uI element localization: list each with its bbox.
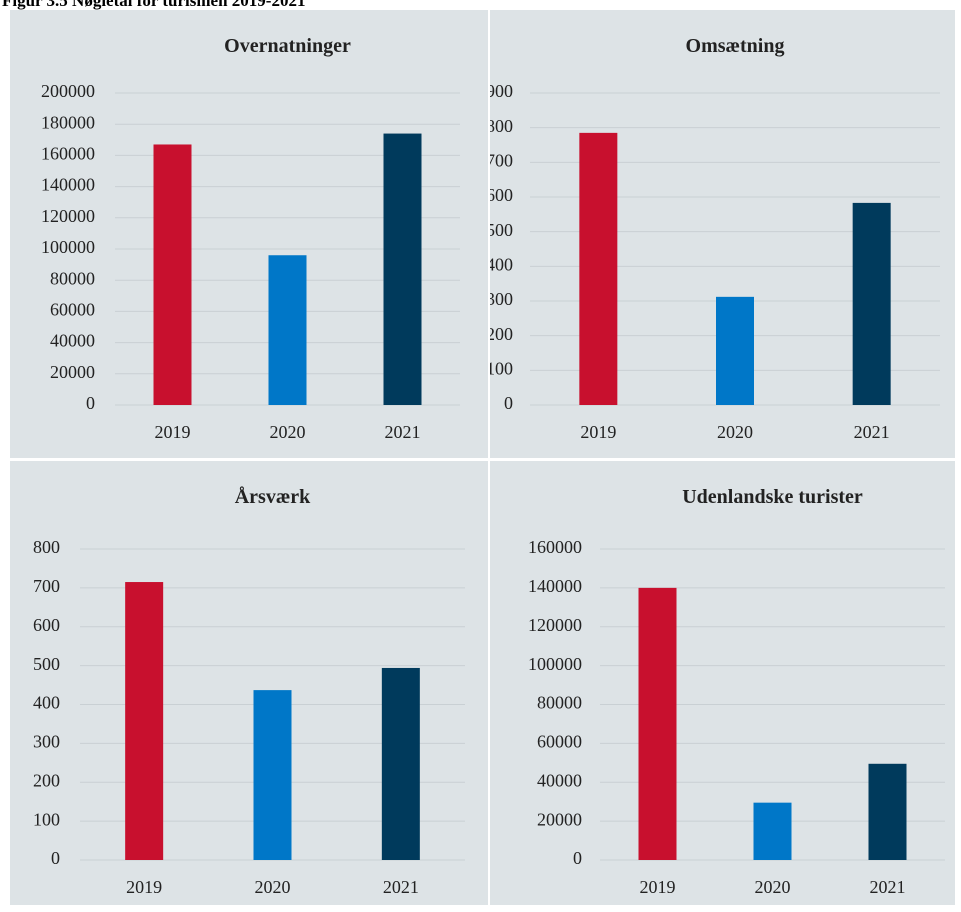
chart-title: Overnatninger: [224, 35, 351, 57]
y-tick-label: 400: [33, 693, 60, 713]
y-tick-label: 200: [33, 770, 60, 790]
y-tick-label: 60000: [50, 300, 95, 320]
chart-title: Udenlandske turister: [682, 486, 863, 508]
chart-title: Årsværk: [235, 485, 311, 508]
y-tick-label: 300: [33, 732, 60, 752]
y-tick-label: 200000: [41, 81, 95, 101]
bar: [153, 144, 192, 406]
y-tick-label: 900: [490, 81, 513, 101]
x-tick-label: 2021: [385, 422, 421, 442]
bar: [852, 202, 891, 405]
y-tick-label: 140000: [41, 175, 95, 195]
y-tick-label: 80000: [537, 693, 582, 713]
bar: [868, 763, 907, 860]
y-tick-label: 160000: [528, 537, 582, 557]
y-tick-label: 60000: [537, 732, 582, 752]
x-tick-label: 2019: [640, 877, 676, 897]
bar: [268, 255, 307, 405]
chart-panel: Overnatninger 0 20000 40000 60000 80000 100000…: [10, 10, 488, 458]
bar: [381, 667, 420, 860]
bar: [125, 582, 164, 860]
y-tick-label: 100000: [528, 654, 582, 674]
y-tick-label: 600: [33, 615, 60, 635]
figure-title: Figur 3.5 Nøgletal for turismen 2019-202…: [2, 0, 306, 10]
chart-panel: Udenlandske turister 0 20000 40000 60000 8000…: [490, 461, 955, 905]
y-tick-label: 100: [490, 358, 513, 378]
y-tick-label: 500: [490, 220, 513, 240]
y-tick-label: 120000: [528, 615, 582, 635]
bar: [579, 132, 618, 405]
y-tick-label: 100000: [41, 237, 95, 257]
y-tick-label: 120000: [41, 206, 95, 226]
chart-title: Omsætning: [686, 35, 785, 57]
bar: [638, 587, 677, 860]
y-tick-label: 700: [490, 150, 513, 170]
y-tick-label: 300: [490, 289, 513, 309]
y-tick-label: 600: [490, 185, 513, 205]
x-tick-label: 2021: [383, 877, 419, 897]
y-tick-label: 400: [490, 254, 513, 274]
y-tick-label: 160000: [41, 144, 95, 164]
bar: [716, 296, 754, 405]
y-tick-label: 100: [33, 809, 60, 829]
bar: [383, 133, 422, 405]
x-tick-label: 2019: [155, 422, 191, 442]
bar: [253, 690, 292, 860]
x-tick-label: 2020: [717, 422, 753, 442]
y-tick-label: 0: [86, 393, 95, 413]
y-tick-label: 20000: [537, 809, 582, 829]
y-tick-label: 700: [33, 576, 60, 596]
y-tick-label: 20000: [50, 362, 95, 382]
chart-panel: Omsætning 0 100 200 300 400 500 600 700 800 900 201…: [490, 10, 955, 458]
bar: [753, 802, 792, 860]
x-tick-label: 2021: [870, 877, 906, 897]
x-tick-label: 2021: [854, 422, 890, 442]
x-tick-label: 2019: [580, 422, 616, 442]
y-tick-label: 200: [490, 324, 513, 344]
x-tick-label: 2020: [270, 422, 306, 442]
x-tick-label: 2019: [126, 877, 162, 897]
x-tick-label: 2020: [755, 877, 791, 897]
y-tick-label: 140000: [528, 576, 582, 596]
y-tick-label: 40000: [50, 331, 95, 351]
chart-panel: Årsværk 0 100 200 300 400 500 600 700 800 2019 2020…: [10, 461, 488, 905]
y-tick-label: 80000: [50, 268, 95, 288]
y-tick-label: 0: [51, 848, 60, 868]
y-tick-label: 40000: [537, 770, 582, 790]
y-tick-label: 180000: [41, 112, 95, 132]
y-tick-label: 500: [33, 654, 60, 674]
y-tick-label: 0: [504, 393, 513, 413]
y-tick-label: 800: [33, 537, 60, 557]
y-tick-label: 800: [490, 116, 513, 136]
x-tick-label: 2020: [255, 877, 291, 897]
y-tick-label: 0: [573, 848, 582, 868]
